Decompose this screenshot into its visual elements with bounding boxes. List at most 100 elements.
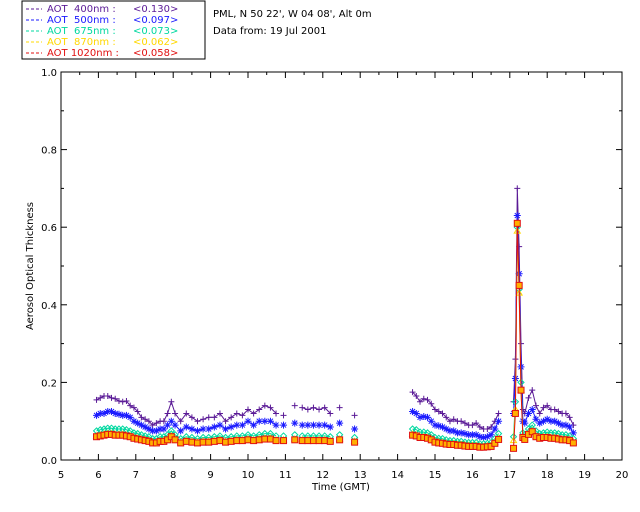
x-tick-label: 9 <box>207 470 213 481</box>
data-point <box>107 408 115 415</box>
data-point <box>205 414 212 421</box>
data-point <box>255 417 263 425</box>
data-point <box>112 395 119 402</box>
data-point <box>511 409 519 417</box>
data-point <box>152 427 160 435</box>
data-point <box>167 417 175 425</box>
data-point <box>416 413 424 421</box>
data-point <box>472 431 480 439</box>
legend-box <box>21 0 206 60</box>
data-point <box>424 396 431 403</box>
data-point <box>266 435 274 443</box>
data-point <box>326 423 334 431</box>
data-point <box>554 419 562 427</box>
data-point <box>137 421 145 429</box>
data-point <box>216 421 224 429</box>
y-tick-label: 1.0 <box>41 68 57 79</box>
legend-label: AOT 870nm : <box>47 37 119 48</box>
data-point <box>304 421 312 429</box>
data-point <box>194 427 202 435</box>
data-point <box>457 429 465 437</box>
data-point <box>255 436 263 444</box>
data-point <box>536 419 544 427</box>
data-point <box>145 418 152 425</box>
data-point <box>177 427 185 435</box>
data-point <box>566 414 573 421</box>
data-point <box>431 421 439 429</box>
data-point <box>291 436 299 444</box>
data-point <box>250 421 258 429</box>
data-point <box>539 417 547 425</box>
data-point <box>200 416 207 423</box>
data-point <box>291 419 299 427</box>
data-point <box>216 437 224 445</box>
data-point <box>417 398 424 405</box>
data-point <box>216 410 223 417</box>
data-point <box>458 418 465 425</box>
data-point <box>141 423 149 431</box>
data-point <box>177 418 184 425</box>
data-point <box>182 423 190 431</box>
data-point <box>420 413 428 421</box>
data-point <box>351 425 359 433</box>
data-point <box>495 417 503 425</box>
legend-mean-value: <0.058> <box>133 48 178 59</box>
data-point <box>521 435 529 443</box>
data-point <box>222 418 229 425</box>
data-point <box>205 425 213 433</box>
data-point <box>309 437 317 445</box>
data-point <box>427 417 435 425</box>
legend-mean-value: <0.130> <box>133 4 178 15</box>
data-point <box>138 414 145 421</box>
data-point <box>495 435 503 443</box>
data-point <box>409 408 417 415</box>
data-point <box>171 421 179 429</box>
series-aot-400nm <box>93 185 577 432</box>
data-point <box>127 402 134 409</box>
legend-label: AOT 1020nm : <box>47 48 122 59</box>
data-point <box>540 404 547 411</box>
data-point <box>476 424 483 431</box>
data-point <box>525 409 532 417</box>
data-point <box>468 431 476 439</box>
data-point <box>569 429 577 437</box>
data-point <box>298 437 306 445</box>
data-point <box>487 431 495 439</box>
data-point <box>111 409 119 417</box>
data-point <box>177 439 185 447</box>
series-aot-500nm <box>93 212 577 441</box>
legend-mean-value: <0.097> <box>133 15 178 26</box>
data-point <box>182 437 190 445</box>
data-point <box>250 410 257 417</box>
data-point <box>233 410 240 417</box>
data-point <box>227 423 235 431</box>
data-point <box>321 404 328 411</box>
y-tick-label: 0.6 <box>41 223 57 234</box>
x-tick-label: 10 <box>242 470 255 481</box>
data-point <box>310 404 317 411</box>
legend-label: AOT 500nm : <box>47 15 119 26</box>
data-point <box>491 439 499 447</box>
x-tick-label: 14 <box>391 470 404 481</box>
data-point <box>188 438 196 446</box>
x-tick-label: 15 <box>429 470 442 481</box>
data-point <box>299 404 306 411</box>
data-point <box>115 398 122 405</box>
data-point <box>555 408 562 415</box>
legend-label: AOT 675nm : <box>47 26 119 37</box>
data-point <box>205 438 213 446</box>
data-point <box>473 420 480 427</box>
data-point <box>528 406 536 414</box>
data-point <box>130 404 137 411</box>
data-point <box>134 419 142 427</box>
data-point <box>513 212 521 220</box>
data-point <box>266 417 274 425</box>
x-tick-label: 8 <box>170 470 176 481</box>
data-point <box>469 422 476 429</box>
data-point <box>543 415 551 423</box>
data-point <box>558 421 566 429</box>
data-point <box>93 396 100 403</box>
data-point <box>222 438 230 446</box>
data-point <box>514 185 521 192</box>
